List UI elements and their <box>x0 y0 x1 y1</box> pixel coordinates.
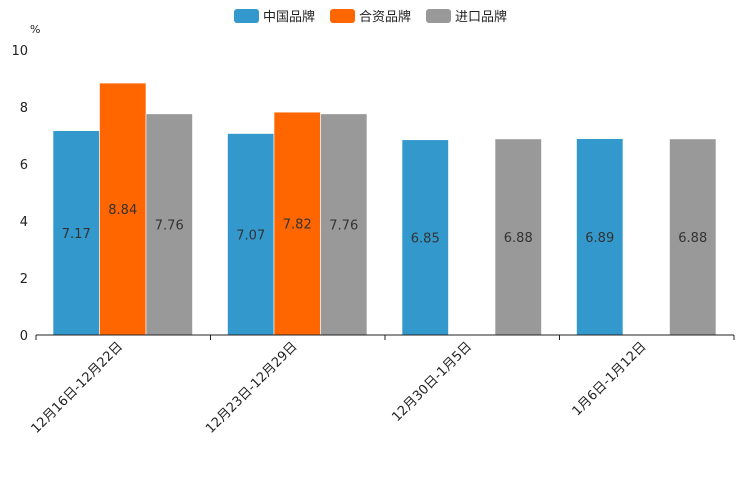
bar-2-2 <box>273 111 321 336</box>
data-label: 6.88 <box>678 231 707 246</box>
bar-3-4 <box>669 138 717 336</box>
bar-1-1 <box>52 130 100 336</box>
y-axis-ticks: 0 2 4 6 8 10 <box>11 44 28 344</box>
data-label: 6.85 <box>411 231 440 246</box>
y-axis-unit-label: % <box>30 23 40 36</box>
x-tick-label: 12月16日-12月22日 <box>29 339 126 436</box>
data-label: 7.07 <box>236 228 265 243</box>
data-label: 8.84 <box>108 203 137 218</box>
bar-3-1 <box>145 113 193 336</box>
bar-3-2 <box>320 113 368 336</box>
y-tick-label: 6 <box>20 158 28 173</box>
bars <box>52 82 717 336</box>
data-label: 7.76 <box>155 218 184 233</box>
legend-label: 合资品牌 <box>359 9 411 25</box>
data-label: 6.88 <box>504 231 533 246</box>
x-axis-ticks: 12月16日-12月22日 12月23日-12月29日 12月30日-1月5日 1月6… <box>29 335 735 437</box>
legend-swatch <box>234 9 259 23</box>
legend-swatch <box>330 9 355 23</box>
y-tick-label: 8 <box>20 101 28 116</box>
y-tick-label: 0 <box>20 329 28 344</box>
x-tick-label: 12月23日-12月29日 <box>203 339 300 436</box>
y-tick-label: 2 <box>20 272 28 287</box>
legend: 中国品牌 合资品牌 进口品牌 <box>234 9 507 25</box>
legend-swatch <box>426 9 451 23</box>
legend-label: 进口品牌 <box>455 9 507 25</box>
data-labels: 7.17 8.84 7.76 7.07 7.82 7.76 6.85 6.88 6.89 6.88 <box>62 203 707 246</box>
x-tick-label: 1月6日-1月12日 <box>570 339 650 419</box>
bar-1-2 <box>227 133 275 336</box>
data-label: 6.89 <box>585 231 614 246</box>
x-tick-label: 12月30日-1月5日 <box>389 339 475 425</box>
y-tick-label: 4 <box>20 215 28 230</box>
legend-label: 中国品牌 <box>263 9 315 25</box>
data-label: 7.82 <box>283 218 312 233</box>
bar-2-1 <box>99 82 147 336</box>
data-label: 7.17 <box>62 227 91 242</box>
y-tick-label: 10 <box>11 44 28 59</box>
data-label: 7.76 <box>329 218 358 233</box>
bar-3-3 <box>494 138 542 336</box>
